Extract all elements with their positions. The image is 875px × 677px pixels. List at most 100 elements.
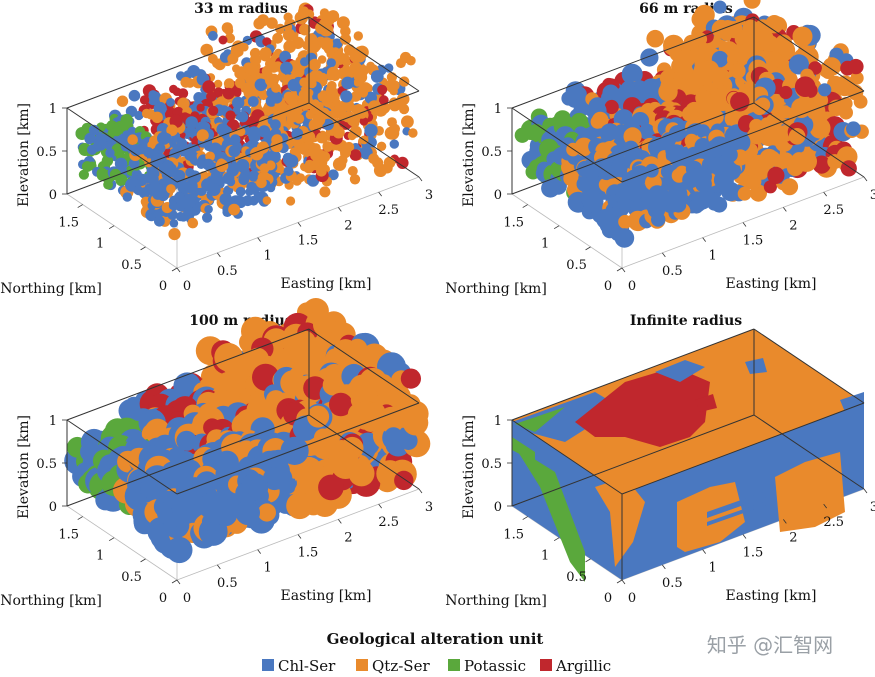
data-point (600, 123, 621, 144)
panel-2: 66 m radius00.511.522.5300.511.500.51Eas… (445, 0, 875, 297)
region-qtz-ser (595, 477, 645, 567)
data-point (316, 165, 327, 177)
y-tick-label: 0 (604, 279, 612, 294)
data-point (249, 54, 262, 66)
data-point (259, 141, 269, 150)
data-point (341, 76, 355, 90)
data-point (368, 153, 380, 165)
y-axis-label: Northing [km] (0, 281, 102, 297)
data-point (259, 47, 272, 60)
data-point (208, 105, 219, 116)
data-point (101, 155, 114, 167)
panel-1: 33 m radius00.511.522.5300.511.500.51Eas… (0, 1, 433, 297)
data-point (614, 228, 635, 248)
data-point (318, 134, 328, 144)
legend-swatch (540, 659, 552, 671)
data-point (208, 30, 218, 41)
data-point (261, 65, 273, 77)
data-point (299, 142, 310, 152)
data-point (174, 192, 185, 203)
data-point (387, 117, 397, 128)
data-point (812, 155, 831, 174)
data-point (212, 58, 222, 69)
data-point (329, 392, 353, 417)
y-tick-label: 0.5 (121, 258, 142, 273)
data-point (689, 198, 704, 214)
data-point (384, 427, 403, 446)
data-point (773, 155, 788, 170)
data-point (853, 94, 868, 109)
x-tick-label: 1 (264, 561, 272, 576)
data-point (706, 66, 722, 83)
data-point (141, 108, 152, 119)
data-point (185, 116, 198, 129)
data-point (353, 31, 363, 41)
y-tick-label: 1 (541, 549, 549, 564)
y-tick-label: 0 (159, 279, 167, 294)
y-tick-label: 1 (541, 237, 549, 252)
x-tick-label: 1.5 (743, 546, 764, 561)
data-point (336, 16, 350, 30)
data-point (342, 111, 354, 123)
data-point (259, 163, 270, 174)
data-point (292, 176, 302, 186)
y-tick-label: 0.5 (121, 570, 142, 585)
data-point (317, 55, 327, 64)
legend: Geological alteration unit Chl-Ser Qtz-Se… (262, 630, 611, 675)
data-point (168, 201, 178, 211)
data-point (319, 151, 331, 163)
data-point (389, 139, 399, 149)
x-tick-label: 3 (425, 500, 433, 515)
data-point (349, 174, 361, 185)
data-point (396, 156, 409, 169)
z-tick-label: 1 (49, 102, 57, 117)
data-point (176, 430, 197, 451)
data-point (182, 194, 196, 209)
region-argillic (575, 367, 710, 447)
data-point (743, 0, 761, 9)
data-point (247, 478, 268, 500)
legend-item: Argillic (540, 657, 611, 675)
data-point (340, 90, 353, 103)
x-tick-label: 2.5 (823, 203, 844, 218)
data-point (731, 130, 748, 148)
y-tick-label: 1.5 (58, 528, 79, 543)
x-axis-label: Easting [km] (726, 276, 817, 292)
data-point (331, 38, 343, 49)
data-point (237, 111, 249, 123)
data-point (232, 48, 242, 58)
data-point (765, 15, 784, 34)
data-point (228, 203, 241, 216)
axis-box-front (511, 16, 865, 195)
data-point (309, 103, 322, 115)
data-point (713, 0, 727, 14)
data-point (154, 142, 166, 154)
data-point (213, 79, 223, 89)
x-tick-label: 2 (789, 218, 797, 233)
data-point (399, 431, 418, 450)
axis-box-front (511, 328, 865, 507)
z-tick-label: 0 (49, 188, 57, 203)
z-axis-label: Elevation [km] (16, 103, 32, 207)
data-point (143, 147, 154, 158)
data-point (339, 33, 352, 45)
data-point (322, 141, 334, 152)
region-chl-ser (707, 488, 775, 518)
data-point (761, 118, 775, 133)
data-point (827, 154, 843, 170)
data-point (283, 166, 294, 177)
data-point (527, 123, 546, 142)
data-point (737, 186, 752, 201)
legend-item: Potassic (448, 657, 526, 675)
region-potassic (515, 447, 585, 582)
data-point (204, 205, 213, 214)
x-tick-label: 1.5 (298, 234, 319, 249)
data-point (358, 88, 369, 98)
region-chl-ser (512, 392, 620, 442)
x-tick-label: 0 (183, 279, 191, 294)
z-tick-label: 0.5 (481, 457, 502, 472)
data-point (188, 170, 202, 184)
data-point (139, 95, 150, 105)
